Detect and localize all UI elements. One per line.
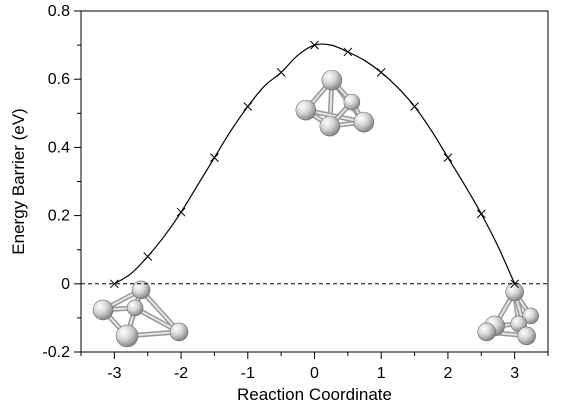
y-tick-label: 0.8 bbox=[48, 3, 70, 20]
data-point-marker bbox=[476, 209, 486, 219]
atom bbox=[295, 99, 317, 121]
y-tick-label: 0.4 bbox=[48, 139, 70, 156]
atom bbox=[517, 326, 536, 346]
atom bbox=[92, 299, 114, 321]
data-point-marker bbox=[410, 102, 419, 111]
data-point-marker bbox=[443, 153, 453, 162]
energy-curve bbox=[114, 43, 516, 285]
atom bbox=[522, 307, 539, 325]
y-tick-label: 0.2 bbox=[48, 208, 70, 225]
atom bbox=[505, 282, 524, 302]
x-tick-label: 1 bbox=[377, 365, 386, 382]
data-point-marker bbox=[210, 153, 219, 162]
y-tick-label: 0.6 bbox=[48, 71, 70, 88]
final-cluster-illustration bbox=[477, 282, 539, 346]
x-axis-label: Reaction Coordinate bbox=[237, 385, 392, 404]
x-tick-label: -2 bbox=[174, 365, 188, 382]
data-point-marker bbox=[276, 68, 286, 77]
data-point-marker bbox=[143, 252, 153, 261]
atom bbox=[343, 93, 361, 111]
atom bbox=[319, 115, 341, 137]
data-point-marker bbox=[343, 47, 353, 57]
y-tick-label: 0 bbox=[61, 276, 70, 293]
atom bbox=[169, 322, 189, 342]
transition-cluster-illustration bbox=[295, 69, 375, 137]
data-point-marker bbox=[310, 40, 319, 50]
y-axis-ticks: -0.2 0 0.2 0.4 0.6 0.8 bbox=[42, 3, 81, 361]
data-point-marker bbox=[243, 102, 253, 111]
atom bbox=[353, 111, 375, 133]
atom bbox=[115, 324, 139, 348]
x-tick-label: 2 bbox=[443, 365, 452, 382]
atom bbox=[131, 280, 151, 300]
cluster-illustrations bbox=[92, 69, 539, 348]
data-point-marker bbox=[110, 279, 119, 289]
data-markers bbox=[110, 40, 519, 289]
x-axis-ticks: -3 -2 -1 0 1 2 3 bbox=[80, 352, 549, 382]
y-axis-label: Energy Barrier (eV) bbox=[9, 108, 28, 254]
x-tick-label: 3 bbox=[510, 365, 519, 382]
atom bbox=[321, 69, 343, 91]
atom bbox=[477, 322, 496, 342]
initial-cluster-illustration bbox=[92, 280, 189, 348]
data-point-marker bbox=[376, 68, 386, 77]
x-tick-label: -1 bbox=[241, 365, 255, 382]
data-point-marker bbox=[176, 207, 186, 217]
atom bbox=[126, 299, 144, 317]
x-tick-label: 0 bbox=[310, 365, 319, 382]
x-tick-label: -3 bbox=[107, 365, 121, 382]
y-tick-label: -0.2 bbox=[42, 344, 70, 361]
bond-highlight bbox=[140, 288, 181, 333]
data-point-marker bbox=[510, 279, 519, 289]
